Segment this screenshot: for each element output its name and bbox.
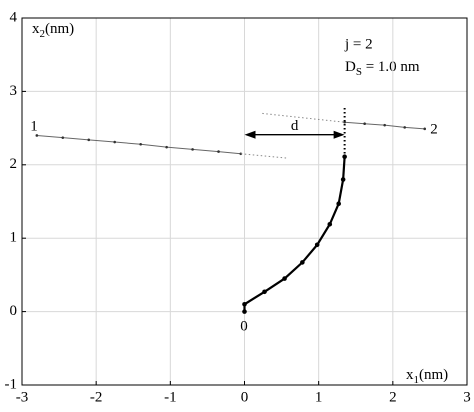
x-tick-label: -1 bbox=[164, 389, 177, 405]
line-label: 2 bbox=[430, 121, 438, 137]
series-line bbox=[36, 134, 241, 155]
point bbox=[314, 242, 320, 248]
x-tick-label: -3 bbox=[16, 389, 29, 405]
point bbox=[242, 301, 247, 307]
point bbox=[242, 309, 247, 314]
y-tick-label: 1 bbox=[10, 230, 18, 246]
x-tick-label: 0 bbox=[241, 389, 249, 405]
point bbox=[403, 126, 407, 129]
x-tick-label: 3 bbox=[463, 389, 471, 405]
x-tick-label: 1 bbox=[315, 389, 323, 405]
x-label-sub: 1 bbox=[414, 374, 420, 386]
point bbox=[61, 136, 65, 139]
x-label-main: x bbox=[406, 367, 414, 383]
point bbox=[191, 148, 194, 151]
y-tick-label: 3 bbox=[10, 83, 18, 99]
arrow-label: d bbox=[291, 118, 299, 134]
y-label-main: x bbox=[32, 21, 40, 37]
annotation-main: D bbox=[345, 59, 356, 75]
point bbox=[113, 140, 117, 144]
point bbox=[300, 260, 305, 265]
point bbox=[87, 138, 91, 142]
series-line bbox=[240, 153, 288, 159]
annotation: j = 2 bbox=[344, 36, 373, 52]
point bbox=[327, 221, 333, 227]
point bbox=[217, 150, 220, 153]
annotation-sub: S bbox=[356, 66, 362, 78]
y-tick-label: 4 bbox=[10, 9, 18, 25]
line-label: 1 bbox=[30, 118, 38, 134]
x-tick-label: 2 bbox=[389, 389, 397, 405]
point bbox=[340, 177, 346, 182]
y-label-unit: (nm) bbox=[45, 21, 74, 37]
point bbox=[262, 289, 267, 295]
line-label: 0 bbox=[240, 318, 248, 334]
annotation-rest: = 1.0 nm bbox=[362, 59, 420, 75]
point bbox=[343, 120, 346, 124]
point bbox=[35, 134, 39, 137]
series-line bbox=[262, 112, 345, 123]
x-axis-label: x1(nm) bbox=[406, 367, 448, 385]
annotation: DS = 1.0 nm bbox=[345, 59, 420, 77]
x-label-unit: (nm) bbox=[419, 367, 448, 383]
point bbox=[282, 276, 287, 281]
plot-frame bbox=[21, 17, 468, 386]
y-label-sub: 2 bbox=[40, 28, 46, 40]
point bbox=[336, 201, 341, 207]
y-tick-label: 0 bbox=[10, 303, 18, 319]
arrowhead bbox=[333, 130, 345, 139]
point bbox=[363, 122, 366, 125]
y-tick-label: -1 bbox=[5, 376, 18, 392]
series-line bbox=[243, 156, 346, 312]
point bbox=[423, 127, 427, 131]
y-tick-label: 2 bbox=[10, 156, 18, 172]
arrowhead bbox=[244, 130, 256, 139]
point bbox=[139, 142, 142, 146]
point bbox=[165, 145, 168, 149]
point bbox=[342, 154, 347, 160]
y-axis-label: x2(nm) bbox=[32, 21, 74, 39]
x-tick-label: -2 bbox=[90, 389, 103, 405]
point bbox=[383, 123, 386, 127]
